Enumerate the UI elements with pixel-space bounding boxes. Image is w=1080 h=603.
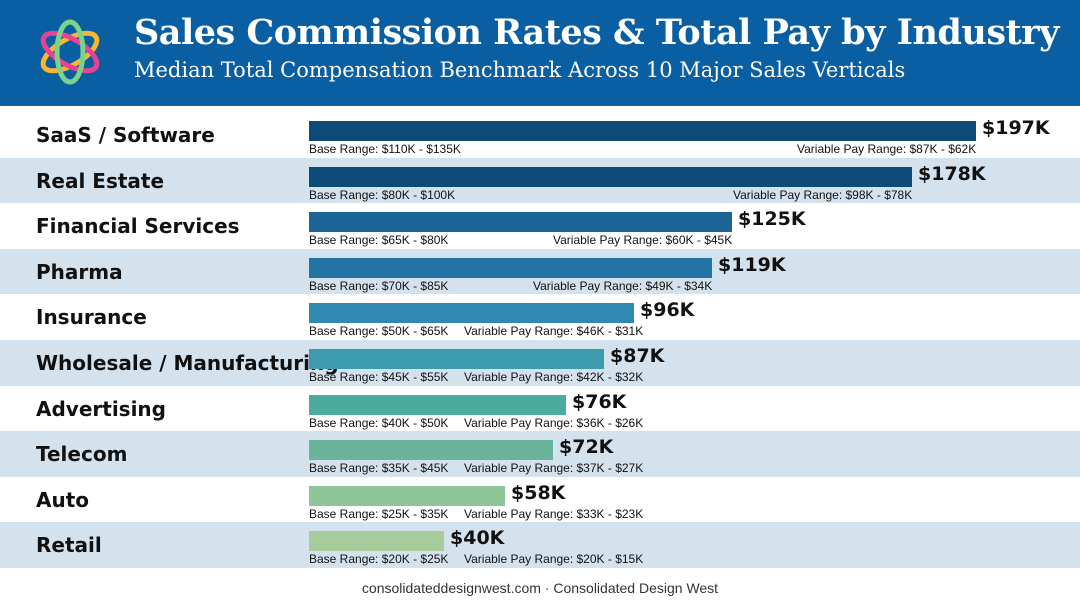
chart-row: Pharma $119K Base Range: $70K - $85K Variab… — [0, 248, 1080, 295]
chart-row: Financial Services $125K Base Range: $65K … — [0, 203, 1080, 249]
footer-credit: consolidateddesignwest.com · Consolidate… — [361, 580, 719, 596]
category-label: Pharma — [36, 259, 123, 284]
chart-row: Auto $58K Base Range: $25K - $35K Variable … — [0, 477, 1080, 523]
page-subtitle: Median Total Compensation Benchmark Acro… — [134, 58, 906, 82]
chart-rows: SaaS / Software $197K Base Range: $110K - … — [0, 112, 1080, 568]
interlocking-rings-logo — [40, 19, 100, 85]
base-range-label: Base Range: $80K - $100K — [309, 187, 456, 202]
chart-row: Wholesale / Manufacturing $87K Base Range:… — [0, 339, 1080, 386]
category-label: Retail — [36, 533, 102, 558]
base-range-label: Base Range: $65K - $80K — [309, 233, 449, 248]
variable-range-label: Variable Pay Range: $36K - $26K — [464, 415, 644, 430]
chart-row: Advertising $76K Base Range: $40K - $50K Va… — [0, 386, 1080, 432]
bar — [309, 166, 912, 187]
variable-range-label: Variable Pay Range: $33K - $23K — [464, 506, 644, 521]
bar — [309, 348, 604, 369]
chart-row: Real Estate $178K Base Range: $80K - $100K… — [0, 157, 1080, 204]
variable-range-label: Variable Pay Range: $46K - $31K — [464, 324, 644, 339]
variable-range-label: Variable Pay Range: $20K - $15K — [464, 552, 644, 567]
base-range-label: Base Range: $50K - $65K — [309, 324, 449, 339]
bar — [309, 485, 505, 506]
bar — [309, 303, 634, 324]
base-range-label: Base Range: $45K - $55K — [309, 369, 449, 384]
value-label: $119K — [718, 253, 786, 276]
base-range-label: Base Range: $40K - $50K — [309, 415, 449, 430]
base-range-label: Base Range: $35K - $45K — [309, 461, 449, 476]
bar — [309, 212, 732, 233]
category-label: Insurance — [36, 305, 147, 330]
header-banner: Sales Commission Rates & Total Pay by In… — [0, 0, 1080, 106]
value-label: $72K — [559, 436, 614, 459]
chart-row: SaaS / Software $197K Base Range: $110K - … — [0, 112, 1080, 158]
variable-range-label: Variable Pay Range: $42K - $32K — [464, 369, 644, 384]
value-label: $87K — [610, 344, 665, 367]
variable-range-label: Variable Pay Range: $98K - $78K — [733, 187, 913, 202]
value-label: $125K — [738, 208, 806, 231]
bar — [309, 440, 553, 461]
chart-row: Retail $40K Base Range: $20K - $25K Variabl… — [0, 522, 1080, 568]
category-label: Wholesale / Manufacturing — [36, 350, 339, 375]
variable-range-label: Variable Pay Range: $60K - $45K — [553, 233, 733, 248]
bar — [309, 121, 976, 141]
category-label: SaaS / Software — [36, 123, 215, 147]
value-label: $58K — [511, 481, 566, 504]
value-label: $40K — [450, 527, 505, 550]
chart-row: Telecom $72K Base Range: $35K - $45K Variab… — [0, 431, 1080, 477]
base-range-label: Base Range: $25K - $35K — [309, 506, 449, 521]
variable-range-label: Variable Pay Range: $87K - $62K — [797, 142, 977, 156]
chart-row: Insurance $96K Base Range: $50K - $65K Vari… — [0, 294, 1080, 340]
page-title: Sales Commission Rates & Total Pay by In… — [134, 12, 1060, 53]
category-label: Auto — [36, 487, 90, 512]
value-label: $197K — [982, 117, 1050, 139]
category-label: Real Estate — [36, 168, 165, 193]
bar — [309, 257, 712, 278]
bar — [309, 394, 566, 415]
base-range-label: Base Range: $110K - $135K — [309, 142, 461, 156]
bar — [309, 531, 444, 552]
variable-range-label: Variable Pay Range: $37K - $27K — [464, 461, 644, 476]
category-label: Financial Services — [36, 214, 240, 239]
variable-range-label: Variable Pay Range: $49K - $34K — [533, 278, 713, 293]
value-label: $76K — [572, 390, 627, 413]
value-label: $96K — [640, 299, 695, 322]
base-range-label: Base Range: $20K - $25K — [309, 552, 449, 567]
category-label: Telecom — [36, 442, 128, 467]
value-label: $178K — [918, 162, 986, 185]
category-label: Advertising — [36, 396, 166, 421]
base-range-label: Base Range: $70K - $85K — [309, 278, 449, 293]
